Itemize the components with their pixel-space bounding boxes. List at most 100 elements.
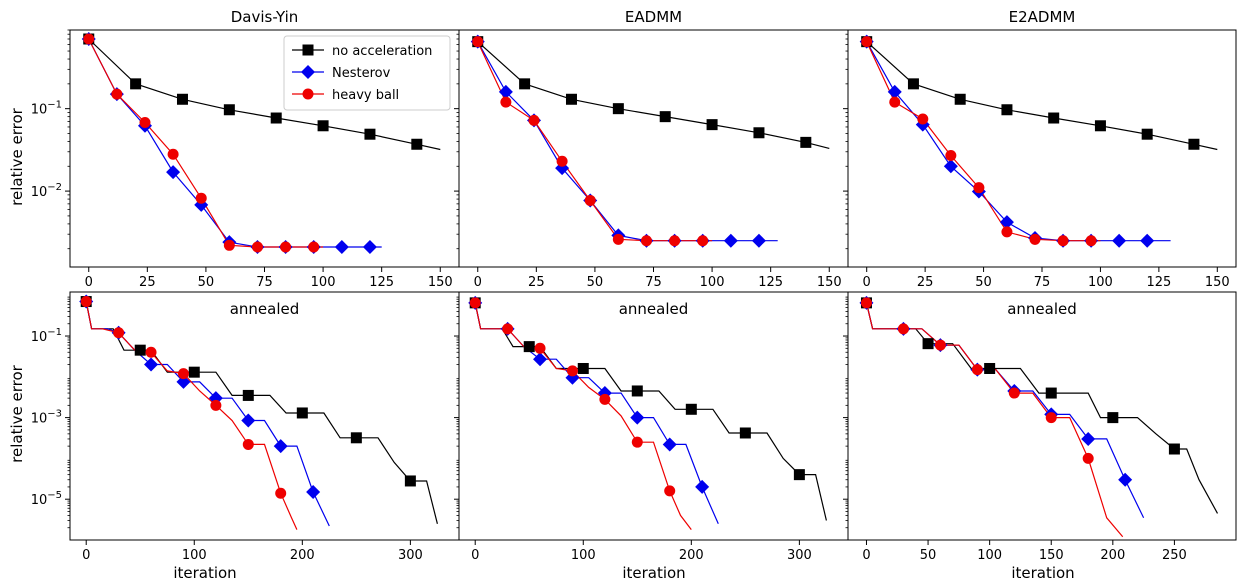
- data-point: [954, 93, 966, 105]
- x-tick-label: 75: [256, 275, 273, 290]
- x-tick-label: 0: [862, 548, 870, 563]
- ylabel-bottom: relative error: [8, 364, 26, 462]
- data-point: [1107, 412, 1119, 424]
- x-tick-label: 200: [1100, 548, 1125, 563]
- data-point: [1001, 104, 1013, 116]
- x-tick-label: 150: [1205, 275, 1230, 290]
- data-point: [334, 239, 349, 254]
- xlabel-1: iteration: [173, 564, 236, 582]
- data-point: [469, 297, 481, 309]
- data-point: [534, 342, 546, 354]
- data-point: [1008, 387, 1020, 399]
- data-point: [223, 239, 235, 251]
- data-point: [1112, 233, 1127, 248]
- series-group: [859, 295, 1219, 538]
- data-point: [130, 78, 142, 90]
- data-point: [630, 410, 645, 425]
- data-point: [411, 138, 423, 150]
- legend-box: [283, 35, 451, 111]
- data-point: [669, 235, 681, 247]
- data-point: [223, 104, 235, 116]
- data-point: [751, 233, 766, 248]
- data-point: [753, 127, 765, 139]
- x-tick-label: 25: [139, 275, 156, 290]
- x-tick-label: 100: [1088, 275, 1113, 290]
- data-point: [697, 235, 709, 247]
- series-line-no-acceleration: [866, 41, 1218, 151]
- series-group: [468, 295, 827, 530]
- data-point: [241, 413, 256, 428]
- x-tick-label: 75: [645, 275, 662, 290]
- axes-frame: [847, 29, 1237, 268]
- axes-frame: [458, 29, 849, 268]
- data-point: [566, 365, 578, 377]
- data-point: [907, 78, 919, 90]
- data-point: [723, 233, 738, 248]
- data-point: [519, 78, 531, 90]
- series-line-heavy-ball: [474, 302, 692, 530]
- series-line-no-acceleration: [865, 302, 1219, 514]
- legend: no acceleration Nesterov heavy ball: [283, 35, 451, 111]
- ylabel-top: relative error: [8, 107, 26, 205]
- data-point: [897, 323, 909, 335]
- data-point: [984, 362, 996, 374]
- data-point: [188, 366, 200, 378]
- data-point: [472, 36, 484, 48]
- x-tick-label: 0: [474, 275, 482, 290]
- data-point: [498, 84, 513, 99]
- data-point: [275, 487, 287, 499]
- series-line-no-acceleration: [477, 41, 830, 149]
- x-tick-label: 100: [311, 275, 336, 290]
- data-point: [176, 374, 191, 389]
- data-point: [1048, 112, 1060, 124]
- series-group: [470, 34, 830, 248]
- data-point: [134, 344, 146, 356]
- x-tick-label: 50: [198, 275, 215, 290]
- axes-frame: [69, 291, 460, 541]
- data-point: [83, 33, 95, 45]
- data-point: [1140, 233, 1155, 248]
- data-point: [945, 150, 957, 162]
- data-point: [739, 427, 751, 439]
- data-point: [584, 194, 596, 206]
- data-point: [533, 352, 548, 367]
- data-point: [242, 389, 254, 401]
- y-tick-label: 10−1: [31, 100, 62, 118]
- x-tick-label: 100: [182, 548, 207, 563]
- data-point: [631, 436, 643, 448]
- data-point: [176, 93, 188, 105]
- series-line-no-acceleration: [85, 301, 438, 524]
- data-point: [528, 114, 540, 126]
- legend-marker: [302, 88, 314, 100]
- data-point: [167, 148, 179, 160]
- series-group: [81, 31, 441, 254]
- series-group: [859, 34, 1218, 248]
- data-point: [973, 182, 985, 194]
- data-point: [1045, 387, 1057, 399]
- panel-title: annealed: [619, 300, 689, 318]
- xlabel-3: iteration: [1011, 564, 1074, 582]
- data-point: [556, 155, 568, 167]
- data-point: [565, 93, 577, 105]
- panel-title: EADMM: [625, 8, 682, 26]
- x-tick-label: 100: [700, 275, 725, 290]
- data-point: [145, 346, 157, 358]
- data-point: [887, 84, 902, 99]
- data-point: [599, 393, 611, 405]
- data-point: [800, 136, 812, 148]
- series-line-heavy-ball: [477, 41, 713, 242]
- panel-2: 0 25 50 75 100 125 150 EADMM: [454, 8, 849, 290]
- data-point: [685, 403, 697, 415]
- data-point: [659, 111, 671, 123]
- data-point: [1118, 472, 1133, 487]
- x-tick-label: 0: [85, 275, 93, 290]
- panels: 10−1 10−2 0 25 50 75 100 125 150 Davis-Yin 0 25 50 75…: [31, 8, 1237, 563]
- data-point: [861, 36, 873, 48]
- x-tick-label: 0: [471, 548, 479, 563]
- x-tick-label: 0: [82, 548, 90, 563]
- data-point: [1082, 452, 1094, 464]
- data-point: [306, 485, 321, 500]
- data-point: [612, 233, 624, 245]
- data-point: [971, 364, 983, 376]
- data-point: [1045, 412, 1057, 424]
